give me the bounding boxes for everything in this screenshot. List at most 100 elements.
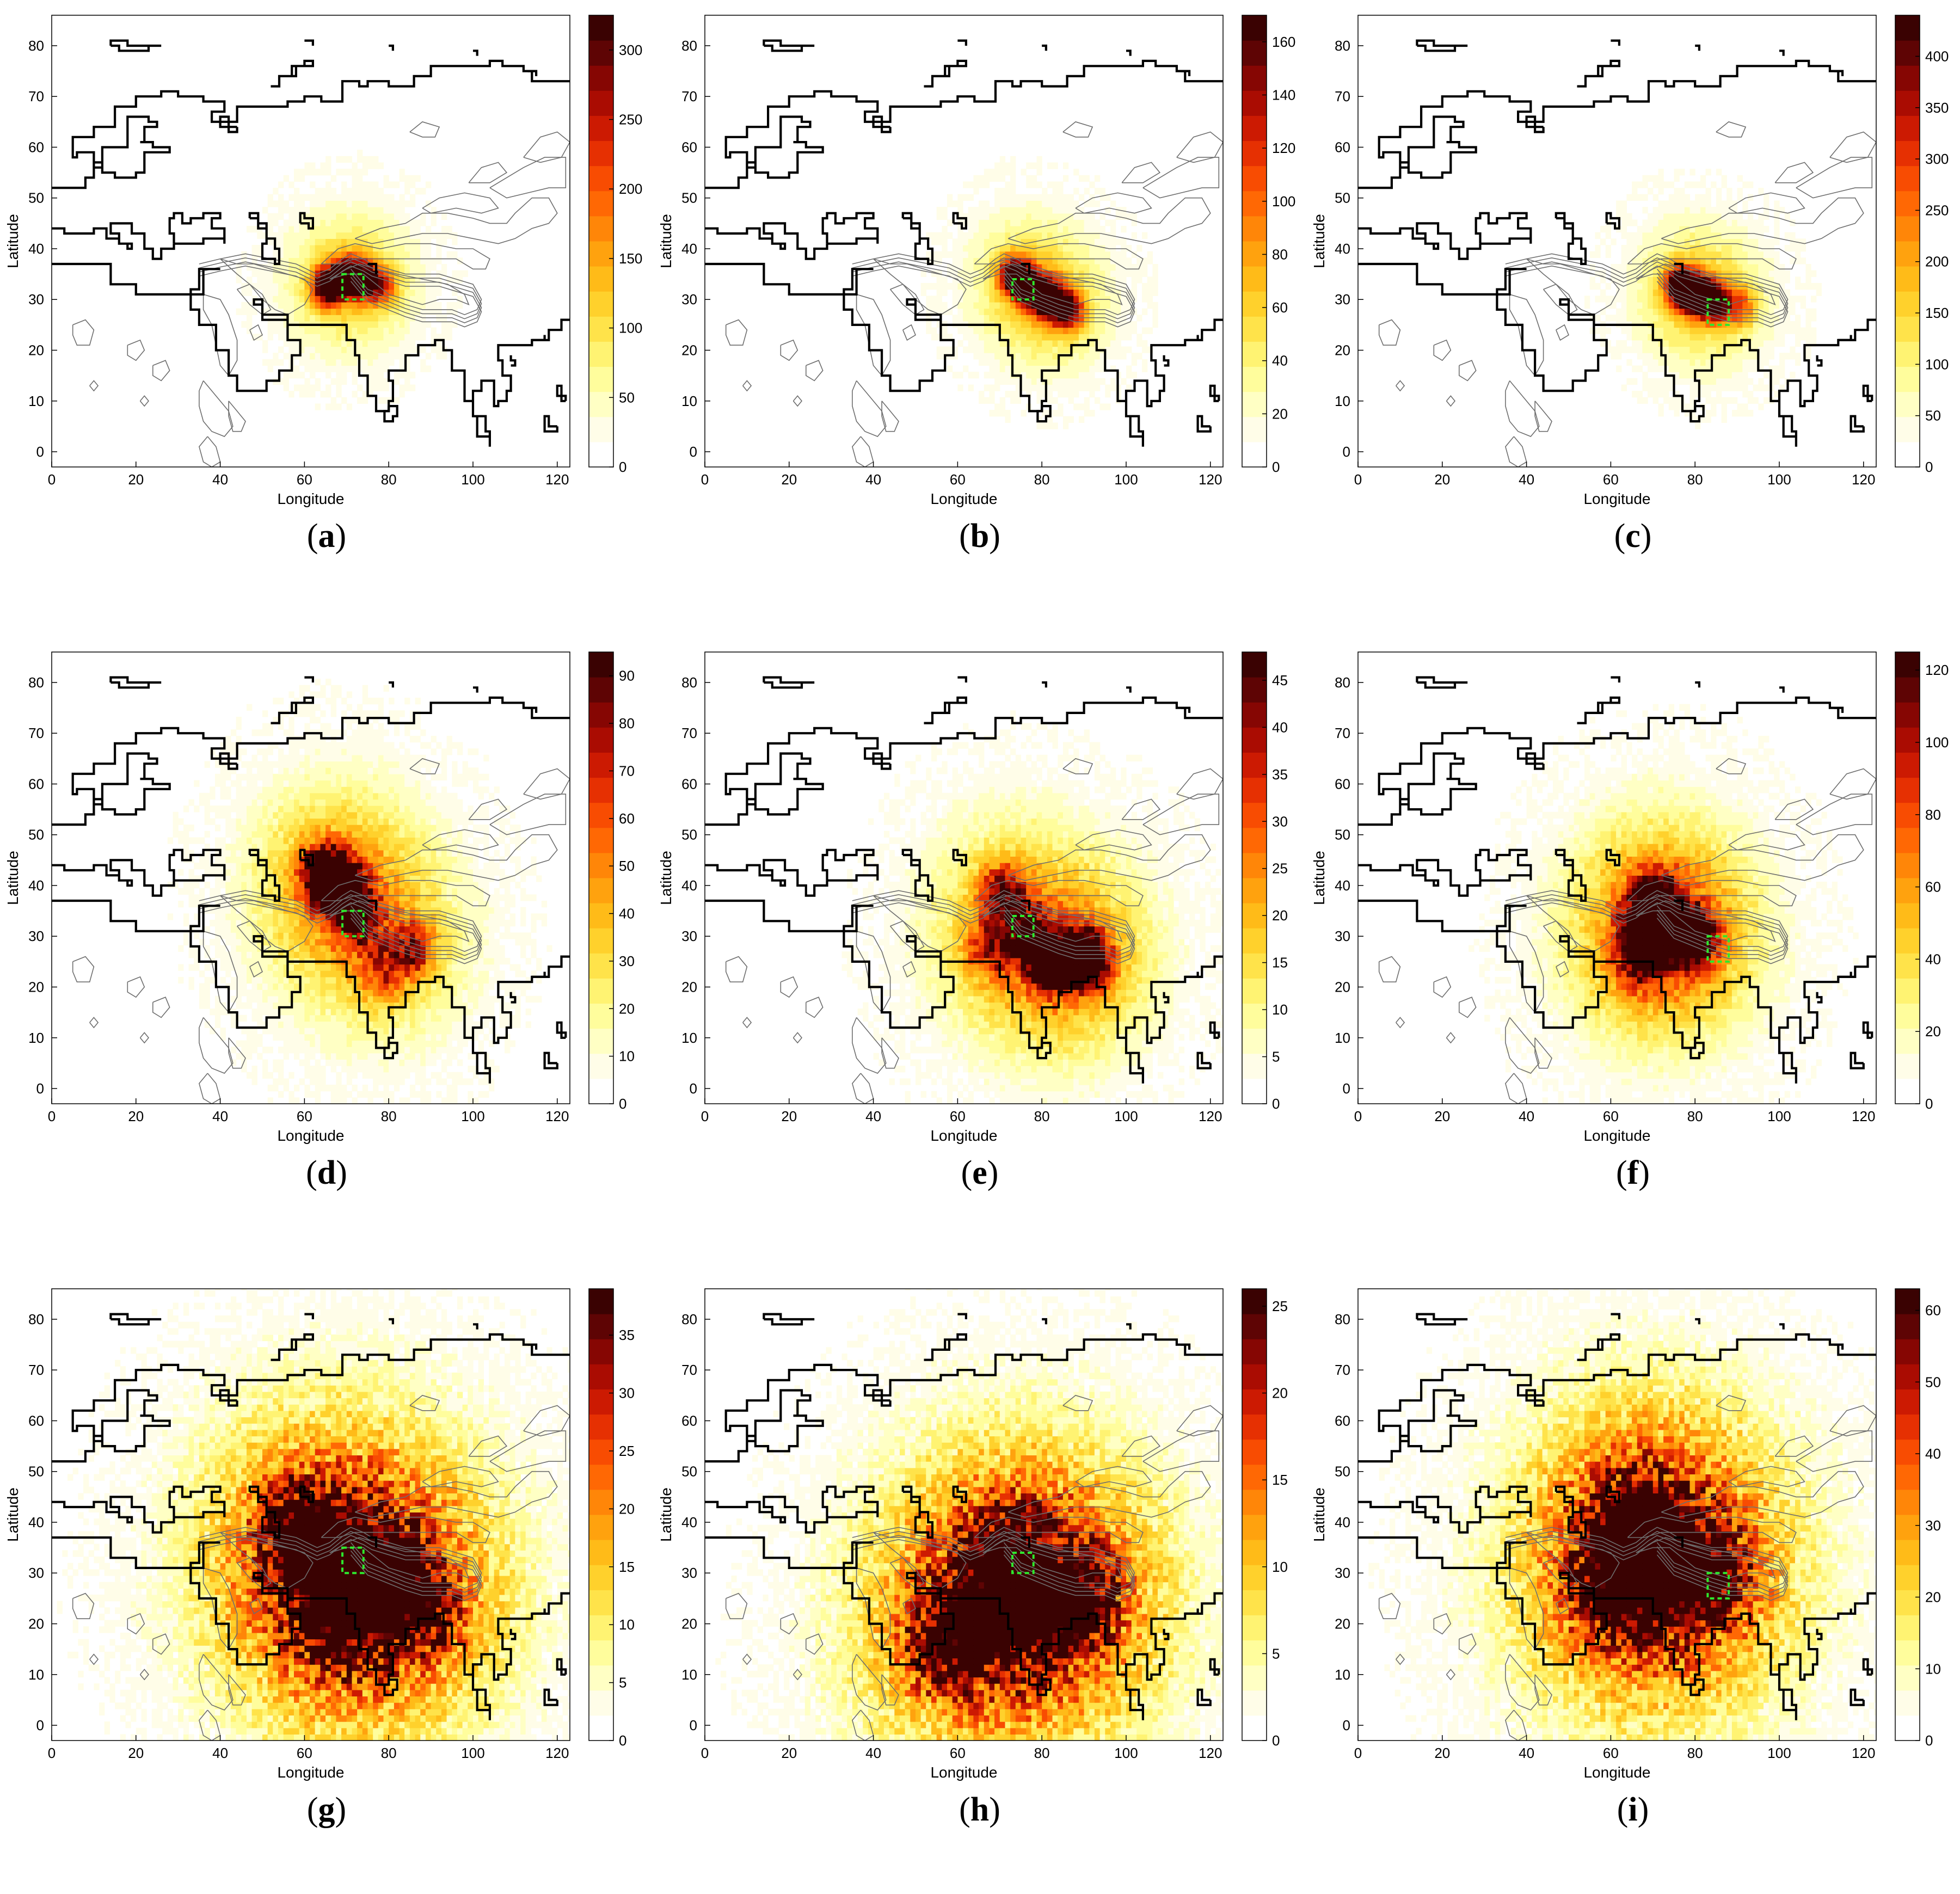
y-tick-label: 40 [28, 241, 44, 257]
y-tick-label: 60 [1335, 1412, 1350, 1429]
colorbar-tick-label: 150 [619, 250, 642, 267]
y-tick-label: 60 [1335, 139, 1350, 155]
colorbar-tick-label: 30 [619, 1385, 635, 1401]
colorbar-tick-label: 120 [1272, 140, 1295, 156]
colorbar-tick-label: 60 [619, 810, 635, 827]
y-tick-label: 40 [1335, 1514, 1350, 1530]
colorbar-tick-label: 160 [1272, 34, 1295, 50]
colorbar-tick-label: 15 [619, 1559, 635, 1575]
y-tick-label: 40 [1335, 241, 1350, 257]
y-axis-label: Latitude [658, 214, 674, 268]
colorbar-tick-label: 300 [1925, 151, 1949, 167]
x-axis-label: Longitude [277, 1127, 344, 1144]
y-axis-label: Latitude [1311, 851, 1328, 905]
x-tick-label: 60 [297, 1108, 312, 1124]
y-tick-label: 0 [1343, 1080, 1350, 1097]
panel-label: (b) [653, 517, 1306, 556]
x-tick-label: 80 [1034, 471, 1050, 488]
x-axis-label: Longitude [930, 1127, 997, 1144]
y-tick-label: 0 [36, 1717, 44, 1733]
colorbar-tick-label: 100 [1272, 193, 1295, 210]
colorbar-tick-label: 20 [619, 1000, 635, 1017]
colorbar-tick-label: 5 [1272, 1049, 1280, 1065]
colorbar-tick-label: 20 [1272, 405, 1288, 422]
x-tick-label: 40 [212, 471, 228, 488]
colorbar-tick-label: 60 [1925, 879, 1941, 895]
colorbar-tick-label: 350 [1925, 100, 1949, 116]
y-tick-label: 80 [681, 38, 697, 54]
y-tick-label: 0 [1343, 1717, 1350, 1733]
heatmap-cells [1368, 1284, 1879, 1741]
x-tick-label: 60 [950, 1108, 966, 1124]
y-tick-label: 30 [681, 291, 697, 308]
colorbar-tick-label: 400 [1925, 48, 1949, 64]
y-tick-label: 10 [681, 1030, 697, 1046]
y-tick-label: 60 [28, 776, 44, 792]
y-tick-label: 40 [1335, 877, 1350, 894]
x-tick-label: 20 [1434, 471, 1450, 488]
x-tick-label: 80 [381, 471, 397, 488]
x-tick-label: 100 [1114, 1745, 1138, 1761]
y-tick-label: 10 [28, 393, 44, 409]
y-tick-label: 20 [681, 1616, 697, 1632]
colorbar-tick-label: 40 [1272, 353, 1288, 369]
x-tick-label: 40 [865, 1745, 881, 1761]
x-tick-label: 20 [781, 471, 797, 488]
x-tick-label: 80 [1034, 1745, 1050, 1761]
y-tick-label: 30 [28, 291, 44, 308]
x-axis-label: Longitude [277, 1764, 344, 1781]
y-tick-label: 60 [28, 1412, 44, 1429]
y-axis-label: Latitude [1311, 214, 1328, 268]
y-tick-label: 40 [28, 877, 44, 894]
y-tick-label: 70 [1335, 1362, 1350, 1378]
y-tick-label: 70 [681, 1362, 697, 1378]
x-tick-label: 20 [781, 1745, 797, 1761]
colorbar-tick-label: 30 [1925, 1517, 1941, 1534]
x-tick-label: 60 [297, 471, 312, 488]
y-tick-label: 30 [28, 928, 44, 944]
y-tick-label: 50 [1335, 190, 1350, 206]
colorbar-tick-label: 25 [619, 1443, 635, 1459]
x-tick-label: 0 [1354, 1108, 1362, 1124]
colorbar-tick-label: 0 [1925, 1096, 1933, 1112]
y-tick-label: 50 [1335, 827, 1350, 843]
x-tick-label: 60 [1603, 1108, 1619, 1124]
heatmap-cells [715, 1284, 1226, 1741]
x-tick-label: 80 [1687, 1745, 1703, 1761]
colorbar-tick-label: 0 [1272, 459, 1280, 475]
colorbar-tick-label: 20 [1272, 907, 1288, 924]
colorbar-tick-label: 100 [619, 320, 642, 336]
colorbar-tick-label: 15 [1272, 955, 1288, 971]
y-tick-label: 70 [681, 725, 697, 741]
panel-label: (d) [0, 1154, 653, 1192]
x-tick-label: 120 [545, 471, 569, 488]
y-tick-label: 60 [681, 1412, 697, 1429]
y-tick-label: 50 [681, 190, 697, 206]
colorbar-tick-label: 10 [619, 1048, 635, 1065]
heatmap-cells [57, 1284, 574, 1741]
colorbar-tick-label: 40 [1272, 719, 1288, 735]
y-tick-label: 10 [28, 1667, 44, 1683]
x-tick-label: 40 [865, 471, 881, 488]
y-axis-label: Latitude [1311, 1487, 1328, 1542]
x-tick-label: 100 [461, 1745, 484, 1761]
x-tick-label: 100 [461, 1108, 484, 1124]
y-tick-label: 10 [1335, 393, 1350, 409]
y-tick-label: 40 [681, 1514, 697, 1530]
y-tick-label: 80 [681, 674, 697, 691]
y-tick-label: 50 [28, 827, 44, 843]
x-tick-label: 40 [1519, 471, 1534, 488]
colorbar-tick-label: 20 [1272, 1385, 1288, 1401]
panel-label: (a) [0, 517, 653, 556]
x-tick-label: 0 [48, 471, 56, 488]
colorbar-tick-label: 50 [1925, 408, 1941, 424]
